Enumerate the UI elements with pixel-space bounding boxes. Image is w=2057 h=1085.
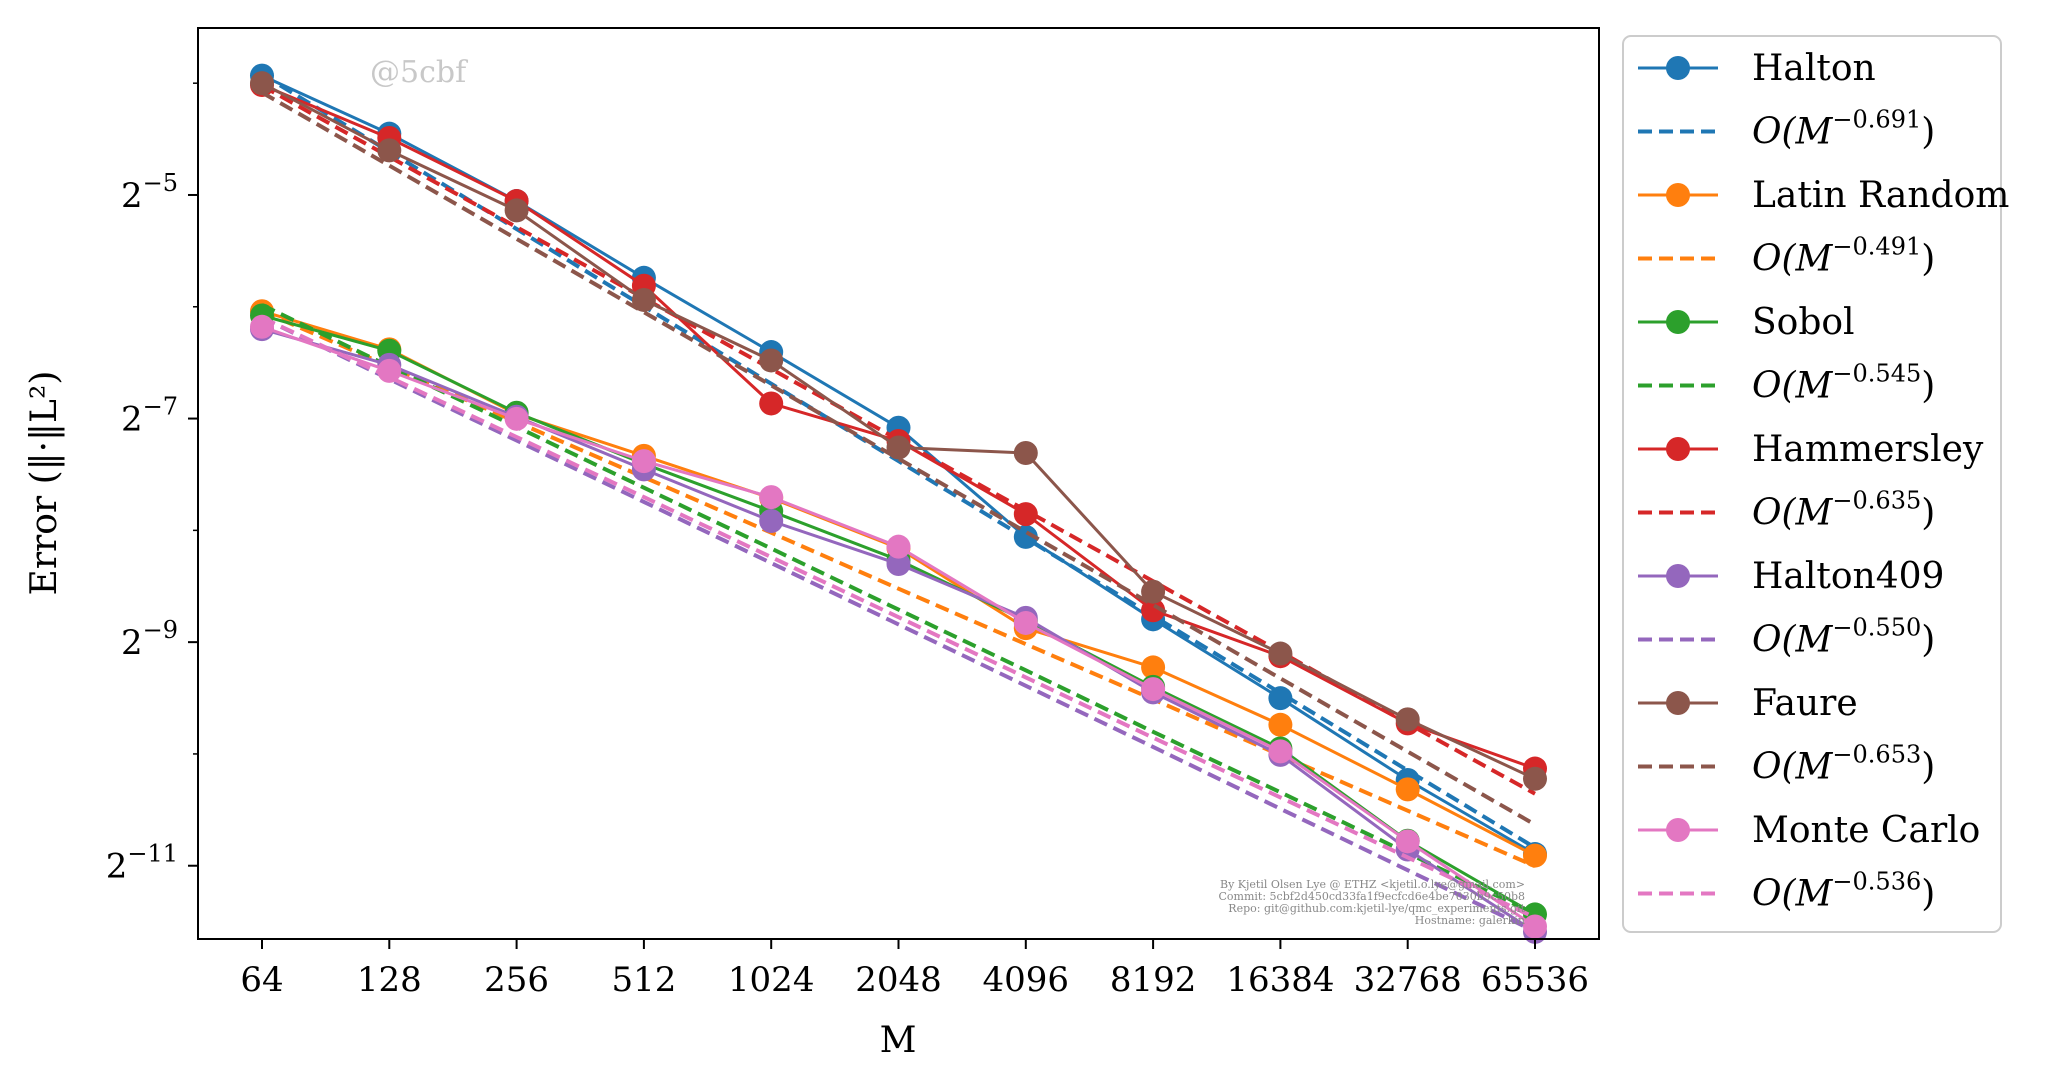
legend-marker [1666, 818, 1690, 842]
data-point [759, 508, 784, 533]
legend-marker [1666, 564, 1690, 588]
legend-label: Halton [1752, 48, 1876, 89]
legend-items: Halton O(M−0.691) Latin Random O(M−0.491) So… [1638, 48, 2009, 915]
x-tick-label: 4096 [983, 960, 1070, 1000]
x-tick-label: 64 [240, 960, 283, 1000]
y-tick-label: 2−7 [121, 393, 178, 440]
data-point [886, 552, 911, 577]
legend-fit-label: O(M−0.536) [1752, 868, 1935, 915]
data-point [1268, 712, 1293, 737]
legend-fit-label: O(M−0.550) [1752, 614, 1935, 661]
fit-line [261, 90, 1536, 827]
data-point [250, 314, 274, 339]
x-tick-label: 65536 [1481, 960, 1589, 1000]
series-monte-carlo [250, 314, 1547, 939]
x-tick-label: 2048 [855, 960, 942, 1000]
data-point [759, 348, 784, 373]
data-point [1268, 686, 1293, 711]
legend-marker [1666, 183, 1690, 207]
watermark: @5cbf [370, 55, 468, 90]
legend-label: Sobol [1752, 302, 1855, 343]
y-tick-label: 2−11 [106, 840, 178, 887]
data-point [1523, 766, 1547, 791]
legend-marker [1666, 310, 1690, 334]
legend-fit-label: O(M−0.653) [1752, 741, 1935, 788]
fit-line [261, 315, 1536, 920]
x-tick-label: 128 [357, 960, 422, 1000]
fit-line [260, 72, 1537, 850]
data-point [1395, 829, 1420, 854]
legend-marker [1666, 691, 1690, 715]
data-point [1523, 843, 1547, 868]
data-point [1523, 914, 1547, 939]
data-point [886, 435, 911, 460]
legend-label: Latin Random [1752, 175, 2009, 216]
legend-fit-label: O(M−0.545) [1752, 360, 1935, 407]
credit-line: Hostname: galerkin [1415, 914, 1525, 927]
series-halton409 [250, 315, 1547, 944]
y-tick-label: 2−5 [121, 169, 178, 216]
fit-line [261, 315, 1536, 934]
data-point [504, 406, 529, 431]
data-point [1013, 502, 1038, 527]
legend-label: Faure [1752, 683, 1858, 724]
data-point [377, 358, 402, 383]
x-tick-label: 256 [484, 960, 549, 1000]
series-faure [250, 71, 1547, 827]
data-point [631, 287, 656, 312]
data-point [886, 534, 911, 559]
data-point [504, 198, 529, 223]
data-point [631, 449, 656, 474]
x-tick-label: 1024 [728, 960, 815, 1000]
legend: Halton O(M−0.691) Latin Random O(M−0.491) So… [1622, 35, 2009, 933]
legend-label: Hammersley [1752, 429, 1984, 470]
credits-block: By Kjetil Olsen Lye @ ETHZ <kjetil.o.lye… [1219, 878, 1526, 927]
legend-frame [1622, 35, 2002, 933]
data-point [1141, 677, 1166, 702]
x-tick-label: 8192 [1110, 960, 1197, 1000]
data-point [250, 71, 274, 96]
y-axis: 2−5 2−7 2−9 2−11 [106, 82, 198, 887]
data-point [1141, 579, 1166, 604]
plot-area: @5cbf By Kjetil Olsen Lye @ ETHZ <kjetil… [197, 27, 1600, 944]
x-tick-label: 32768 [1354, 960, 1462, 1000]
legend-fit-label: O(M−0.491) [1752, 233, 1935, 280]
x-axis: 64 128 256 512 1024 2048 4096 8192 16384 32768 655… [240, 939, 1589, 1000]
legend-fit-label: O(M−0.635) [1752, 487, 1935, 534]
data-point [1013, 610, 1038, 635]
x-axis-label: M [880, 1020, 917, 1061]
credit-line: By Kjetil Olsen Lye @ ETHZ <kjetil.o.lye… [1220, 878, 1525, 891]
y-axis-label: Error (‖·‖L²) [24, 371, 65, 596]
data-point [759, 391, 784, 416]
x-tick-label: 16384 [1226, 960, 1334, 1000]
data-point [1395, 707, 1420, 732]
legend-marker [1666, 437, 1690, 461]
data-point [1141, 598, 1166, 623]
data-point [759, 485, 784, 510]
fit-line [261, 303, 1536, 916]
data-point [377, 138, 402, 163]
y-tick-label: 2−9 [121, 616, 178, 663]
data-point [1141, 655, 1166, 680]
data-point [1013, 524, 1038, 549]
credit-line: Commit: 5cbf2d450cd33fa1f9ecfcd6e4be7030… [1219, 890, 1525, 903]
legend-fit-label: O(M−0.691) [1752, 106, 1935, 153]
fit-line [261, 84, 1536, 796]
legend-label: Halton409 [1752, 556, 1944, 597]
data-point [1395, 777, 1420, 802]
legend-label: Monte Carlo [1752, 810, 1980, 851]
data-point [1268, 739, 1293, 764]
data-point [1268, 641, 1293, 666]
data-point [1013, 441, 1038, 466]
x-tick-label: 512 [611, 960, 676, 1000]
credit-line: Repo: git@github.com:kjetil-lye/qmc_expe… [1228, 902, 1525, 915]
series-layer [250, 63, 1547, 944]
legend-marker [1666, 56, 1690, 80]
